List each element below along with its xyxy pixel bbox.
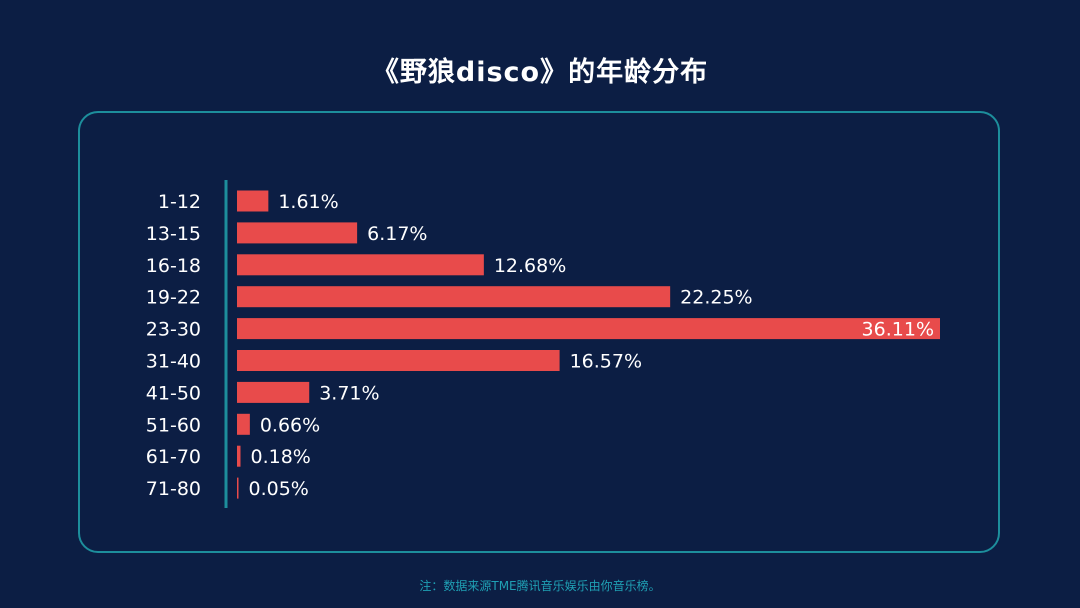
value-label-19-22: 22.25%	[680, 287, 752, 309]
bar-41-50	[237, 381, 310, 403]
value-label-61-70: 0.18%	[251, 446, 311, 468]
category-label-31-40: 31-40	[146, 351, 201, 373]
chart-title: 《野狼disco》的年龄分布	[371, 57, 709, 88]
bar-23-30	[237, 318, 940, 340]
bar-71-80	[237, 477, 239, 499]
category-label-71-80: 71-80	[146, 478, 201, 500]
category-label-13-15: 13-15	[146, 223, 201, 245]
value-label-1-12: 1.61%	[278, 191, 338, 213]
bar-13-15	[237, 222, 358, 244]
value-label-23-30: 36.11%	[862, 319, 934, 341]
category-label-61-70: 61-70	[146, 446, 201, 468]
value-label-41-50: 3.71%	[319, 382, 379, 404]
category-label-51-60: 51-60	[146, 414, 201, 436]
bar-61-70	[237, 445, 241, 467]
value-label-13-15: 6.17%	[367, 223, 427, 245]
category-label-1-12: 1-12	[158, 191, 201, 213]
value-label-51-60: 0.66%	[260, 414, 320, 436]
bar-16-18	[237, 254, 484, 276]
chart-panel	[78, 111, 1000, 553]
bar-1-12	[237, 190, 269, 212]
bar-19-22	[237, 286, 671, 308]
value-label-31-40: 16.57%	[570, 351, 642, 373]
category-label-41-50: 41-50	[146, 382, 201, 404]
bar-31-40	[237, 350, 560, 371]
category-label-16-18: 16-18	[146, 255, 201, 277]
source-footnote: 注：数据来源TME腾讯音乐娱乐由你音乐榜。	[419, 579, 661, 593]
category-label-19-22: 19-22	[146, 287, 201, 309]
category-label-23-30: 23-30	[146, 319, 201, 341]
value-label-16-18: 12.68%	[494, 255, 566, 277]
value-label-71-80: 0.05%	[249, 478, 309, 500]
bar-51-60	[237, 413, 250, 435]
